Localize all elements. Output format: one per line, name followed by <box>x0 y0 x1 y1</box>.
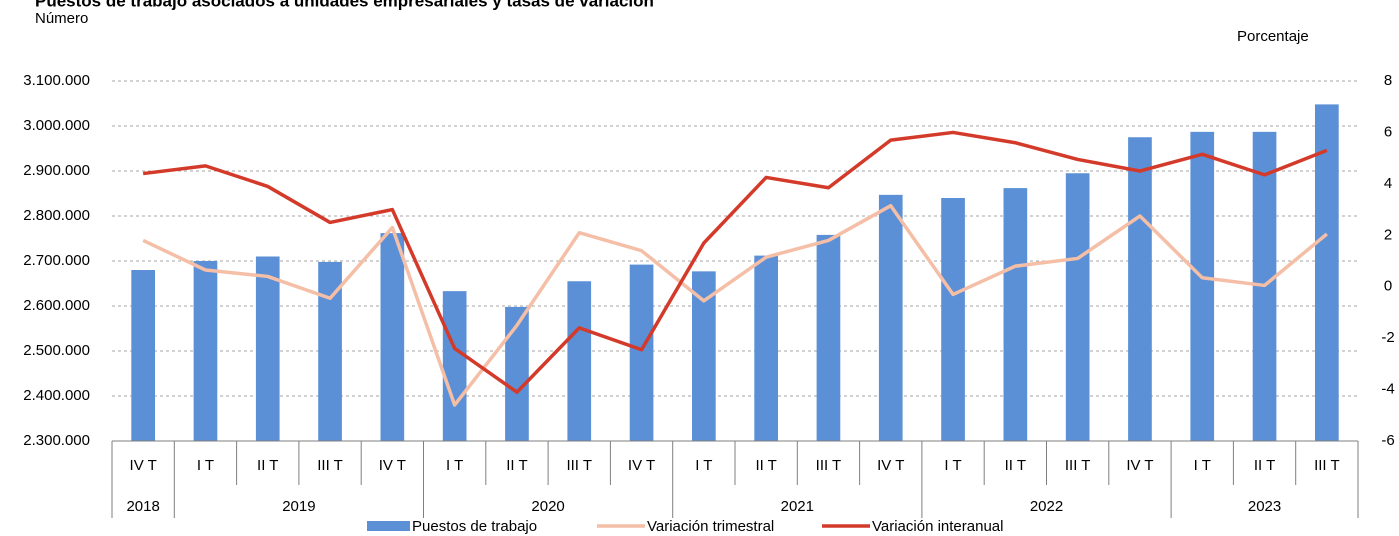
bar <box>505 306 529 441</box>
legend-label: Puestos de trabajo <box>412 518 537 535</box>
bar <box>1315 104 1339 442</box>
bar <box>878 194 903 441</box>
x-tick-label: II T <box>506 457 527 474</box>
x-tick-label: I T <box>1194 457 1211 474</box>
x-tick-label: III T <box>816 457 842 474</box>
x-tick-label: III T <box>1065 457 1091 474</box>
bar <box>941 198 965 441</box>
line-series <box>142 203 1328 407</box>
bar <box>1065 173 1090 441</box>
bar <box>318 261 342 441</box>
bar <box>380 233 405 441</box>
legend-label: Variación trimestral <box>647 518 774 535</box>
x-group-label: 2022 <box>1030 498 1063 515</box>
x-tick-label: I T <box>197 457 214 474</box>
x-tick-label: III T <box>317 457 343 474</box>
y-axis-label: Número <box>35 10 88 27</box>
y-tick-label: 2.800.000 <box>23 207 90 224</box>
x-tick-label: I T <box>695 457 712 474</box>
y2-tick-label: 2 <box>1384 226 1392 243</box>
x-tick-label: I T <box>446 457 463 474</box>
bar <box>1128 137 1152 441</box>
x-tick-label: III T <box>1314 457 1340 474</box>
x-group-label: 2023 <box>1248 498 1281 515</box>
y2-tick-label: 6 <box>1384 123 1392 140</box>
x-group-label: 2019 <box>282 498 315 515</box>
y-tick-label: 2.900.000 <box>23 162 90 179</box>
y2-axis-label: Porcentaje <box>1237 28 1309 45</box>
x-tick-label: IV T <box>379 457 406 474</box>
x-tick-label: IV T <box>1126 457 1153 474</box>
x-tick-label: II T <box>755 457 776 474</box>
x-group-label: 2020 <box>531 498 564 515</box>
chart-title: Puestos de trabajo asociados a unidades … <box>35 0 654 10</box>
bar <box>1003 188 1028 441</box>
y2-tick-label: 8 <box>1384 72 1392 89</box>
bar <box>131 270 155 441</box>
bar <box>1190 131 1215 441</box>
y2-tick-label: 4 <box>1384 175 1392 192</box>
bar <box>754 255 778 441</box>
bar <box>255 256 280 441</box>
y-tick-label: 3.100.000 <box>23 72 90 89</box>
x-tick-label: I T <box>944 457 961 474</box>
bar <box>193 261 218 441</box>
x-group-label: 2018 <box>126 498 159 515</box>
x-tick-label: IV T <box>130 457 157 474</box>
x-tick-label: IV T <box>877 457 904 474</box>
legend-swatch <box>367 521 410 531</box>
bar <box>567 281 592 441</box>
y2-tick-label: -6 <box>1381 432 1394 449</box>
y-tick-label: 2.700.000 <box>23 252 90 269</box>
y2-tick-label: -4 <box>1381 381 1394 398</box>
bar <box>442 291 467 441</box>
y2-tick-label: -2 <box>1381 329 1394 346</box>
x-tick-label: II T <box>1254 457 1275 474</box>
y-tick-label: 2.600.000 <box>23 297 90 314</box>
y-tick-label: 3.000.000 <box>23 117 90 134</box>
x-tick-label: IV T <box>628 457 655 474</box>
legend-label: Variación interanual <box>872 518 1003 535</box>
bar <box>816 234 841 441</box>
y-tick-label: 2.500.000 <box>23 342 90 359</box>
x-tick-label: III T <box>566 457 592 474</box>
x-group-label: 2021 <box>781 498 814 515</box>
x-tick-label: II T <box>1005 457 1026 474</box>
bar <box>629 264 654 441</box>
line-series <box>142 130 1328 394</box>
y-tick-label: 2.300.000 <box>23 432 90 449</box>
bar <box>692 271 716 441</box>
y-tick-label: 2.400.000 <box>23 387 90 404</box>
y2-tick-label: 0 <box>1384 278 1392 295</box>
x-tick-label: II T <box>257 457 278 474</box>
